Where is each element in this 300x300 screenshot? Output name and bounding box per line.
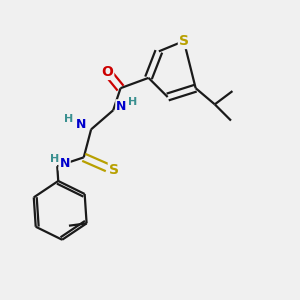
Text: H: H (128, 97, 137, 107)
Text: N: N (59, 157, 70, 170)
Text: S: S (179, 34, 189, 48)
Text: O: O (101, 65, 113, 79)
Text: H: H (64, 114, 74, 124)
Text: S: S (109, 163, 119, 177)
Text: N: N (116, 100, 127, 113)
Text: H: H (50, 154, 59, 164)
Text: N: N (76, 118, 87, 130)
